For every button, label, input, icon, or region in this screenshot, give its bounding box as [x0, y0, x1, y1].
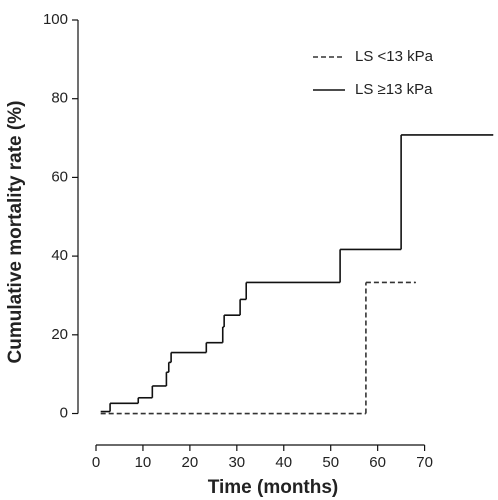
x-axis-title: Time (months) — [208, 477, 339, 498]
y-tick-label: 60 — [51, 168, 68, 185]
y-axis-title: Cumulative mortality rate (%) — [5, 101, 26, 364]
y-tick-label: 80 — [51, 90, 68, 107]
step-end — [414, 281, 417, 284]
x-tick-label: 20 — [182, 454, 199, 471]
x-tick-label: 0 — [92, 454, 100, 471]
x-tick-label: 70 — [416, 454, 433, 471]
y-tick-label: 20 — [51, 326, 68, 343]
legend-label: LS ≥13 kPa — [355, 81, 433, 98]
y-tick-label: 100 — [43, 11, 68, 28]
y-tick-label: 0 — [60, 404, 68, 421]
step-end — [491, 134, 494, 136]
legend-label: LS <13 kPa — [355, 48, 434, 65]
x-tick-label: 60 — [369, 454, 386, 471]
x-tick-label: 30 — [228, 454, 245, 471]
x-tick-label: 50 — [322, 454, 339, 471]
x-tick-label: 40 — [275, 454, 292, 471]
y-tick-label: 40 — [51, 247, 68, 264]
x-tick-label: 10 — [135, 454, 152, 471]
